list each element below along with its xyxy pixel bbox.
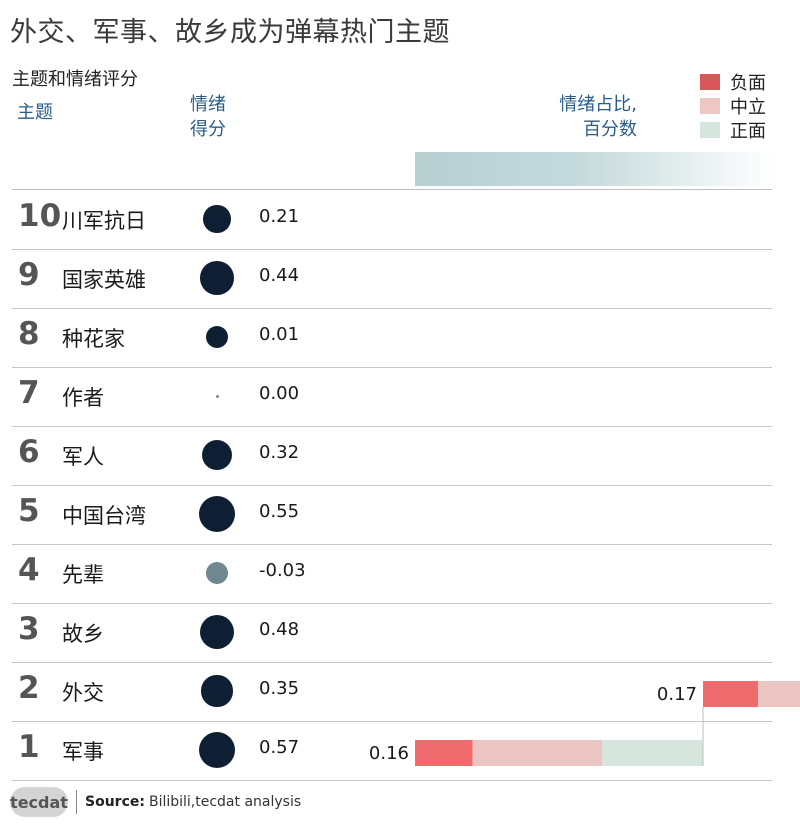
table-row: 4 先辈 -0.03 [12, 544, 772, 604]
row-rank: 9 [18, 257, 40, 293]
row-score: 0.55 [259, 501, 300, 522]
row-rank: 10 [18, 198, 62, 234]
row-topic: 种花家 [62, 327, 125, 351]
score-dot [201, 439, 233, 471]
row-score: 0.01 [259, 324, 300, 345]
footer: tecdat Source: Bilibili,tecdat analysis [10, 787, 301, 817]
row-rank: 1 [18, 729, 40, 765]
row-score: 0.44 [259, 265, 300, 286]
row-score: 0.35 [259, 678, 300, 699]
legend-swatch-neutral [700, 98, 720, 114]
row-score: 0.00 [259, 383, 300, 404]
row-topic: 军事 [62, 740, 104, 764]
row-score: 0.21 [259, 206, 300, 227]
chart-title: 外交、军事、故乡成为弹幕热门主题 [10, 17, 450, 48]
footer-separator [76, 790, 77, 814]
share-gradient-bar [415, 152, 775, 186]
legend-swatch-positive [700, 122, 720, 138]
legend-swatch-negative [700, 74, 720, 90]
score-dot [205, 561, 229, 585]
row-score: 0.57 [259, 737, 300, 758]
row-topic: 先辈 [62, 563, 104, 587]
legend-label-positive: 正面 [730, 121, 766, 142]
row-rank: 5 [18, 493, 40, 529]
row-score: 0.32 [259, 442, 300, 463]
share-bar-neutral [472, 740, 603, 766]
score-dot [200, 261, 234, 295]
score-dot [215, 394, 219, 398]
row-topic: 川军抗日 [62, 209, 146, 233]
row-score: 0.48 [259, 619, 300, 640]
score-dot [199, 496, 235, 532]
chart-subtitle: 主题和情绪评分 [12, 69, 138, 90]
share-bar-negative [415, 740, 473, 766]
score-dot [199, 614, 235, 650]
share-bar-negative [703, 681, 759, 707]
share-value-label: 0.17 [657, 684, 697, 705]
table-row: 6 军人 0.32 [12, 426, 772, 486]
share-value-label: 0.16 [369, 743, 409, 764]
column-header-share-line1: 情绪占比, [559, 94, 637, 115]
share-bar-neutral [758, 681, 800, 707]
row-score: -0.03 [259, 560, 306, 581]
row-topic: 国家英雄 [62, 268, 146, 292]
legend: 负面 中立 正面 [700, 70, 766, 142]
score-dot [201, 675, 233, 707]
row-rank: 4 [18, 552, 40, 588]
row-topic: 外交 [62, 681, 104, 705]
table-row: 10 川军抗日 0.21 [12, 190, 772, 250]
column-header-score-line1: 情绪 [190, 94, 226, 115]
table-row: 9 国家英雄 0.44 [12, 249, 772, 309]
row-topic: 故乡 [62, 622, 104, 646]
row-rank: 2 [18, 670, 40, 706]
table-row: 5 中国台湾 0.55 [12, 485, 772, 545]
row-rank: 6 [18, 434, 40, 470]
table-row: 8 种花家 0.01 [12, 308, 772, 368]
row-rank: 7 [18, 375, 40, 411]
legend-item-neutral: 中立 [700, 94, 766, 118]
table-row: 7 作者 0.00 [12, 367, 772, 427]
row-topic: 军人 [62, 445, 104, 469]
table-row: 1 军事 0.57 [12, 721, 772, 781]
table-top-divider [12, 189, 772, 190]
legend-label-negative: 负面 [730, 73, 766, 94]
table-row: 2 外交 0.35 [12, 662, 772, 722]
score-dot [203, 205, 231, 233]
row-topic: 作者 [62, 386, 104, 410]
legend-item-negative: 负面 [700, 70, 766, 94]
row-topic: 中国台湾 [62, 504, 146, 528]
source-label: Source: [85, 794, 145, 810]
row-rank: 8 [18, 316, 40, 352]
column-header-share-line2: 百分数 [583, 119, 637, 140]
column-header-share: 情绪占比, 百分数 [512, 92, 637, 142]
source-text: Bilibili,tecdat analysis [148, 794, 302, 810]
score-dot [205, 325, 229, 349]
row-rank: 3 [18, 611, 40, 647]
column-header-score-line2: 得分 [190, 119, 226, 140]
tecdat-logo: tecdat [10, 787, 68, 817]
table-row: 3 故乡 0.48 [12, 603, 772, 663]
score-dot [199, 732, 235, 768]
share-bar-positive [602, 740, 703, 766]
column-header-score: 情绪 得分 [190, 92, 226, 142]
column-header-topic: 主题 [17, 102, 53, 123]
legend-item-positive: 正面 [700, 118, 766, 142]
legend-label-neutral: 中立 [730, 97, 766, 118]
